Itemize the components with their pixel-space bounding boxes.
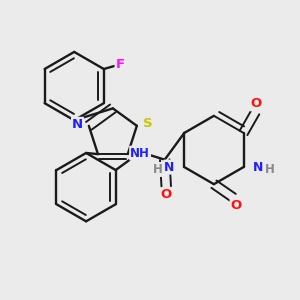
Text: H: H: [153, 163, 163, 176]
Text: N: N: [72, 118, 83, 131]
Text: F: F: [116, 58, 125, 71]
Text: S: S: [143, 117, 153, 130]
Text: O: O: [251, 97, 262, 110]
Text: N: N: [253, 160, 264, 174]
Text: O: O: [231, 200, 242, 212]
Text: N: N: [164, 160, 175, 174]
Text: O: O: [160, 188, 172, 201]
Text: H: H: [265, 163, 275, 176]
Text: NH: NH: [130, 147, 150, 160]
